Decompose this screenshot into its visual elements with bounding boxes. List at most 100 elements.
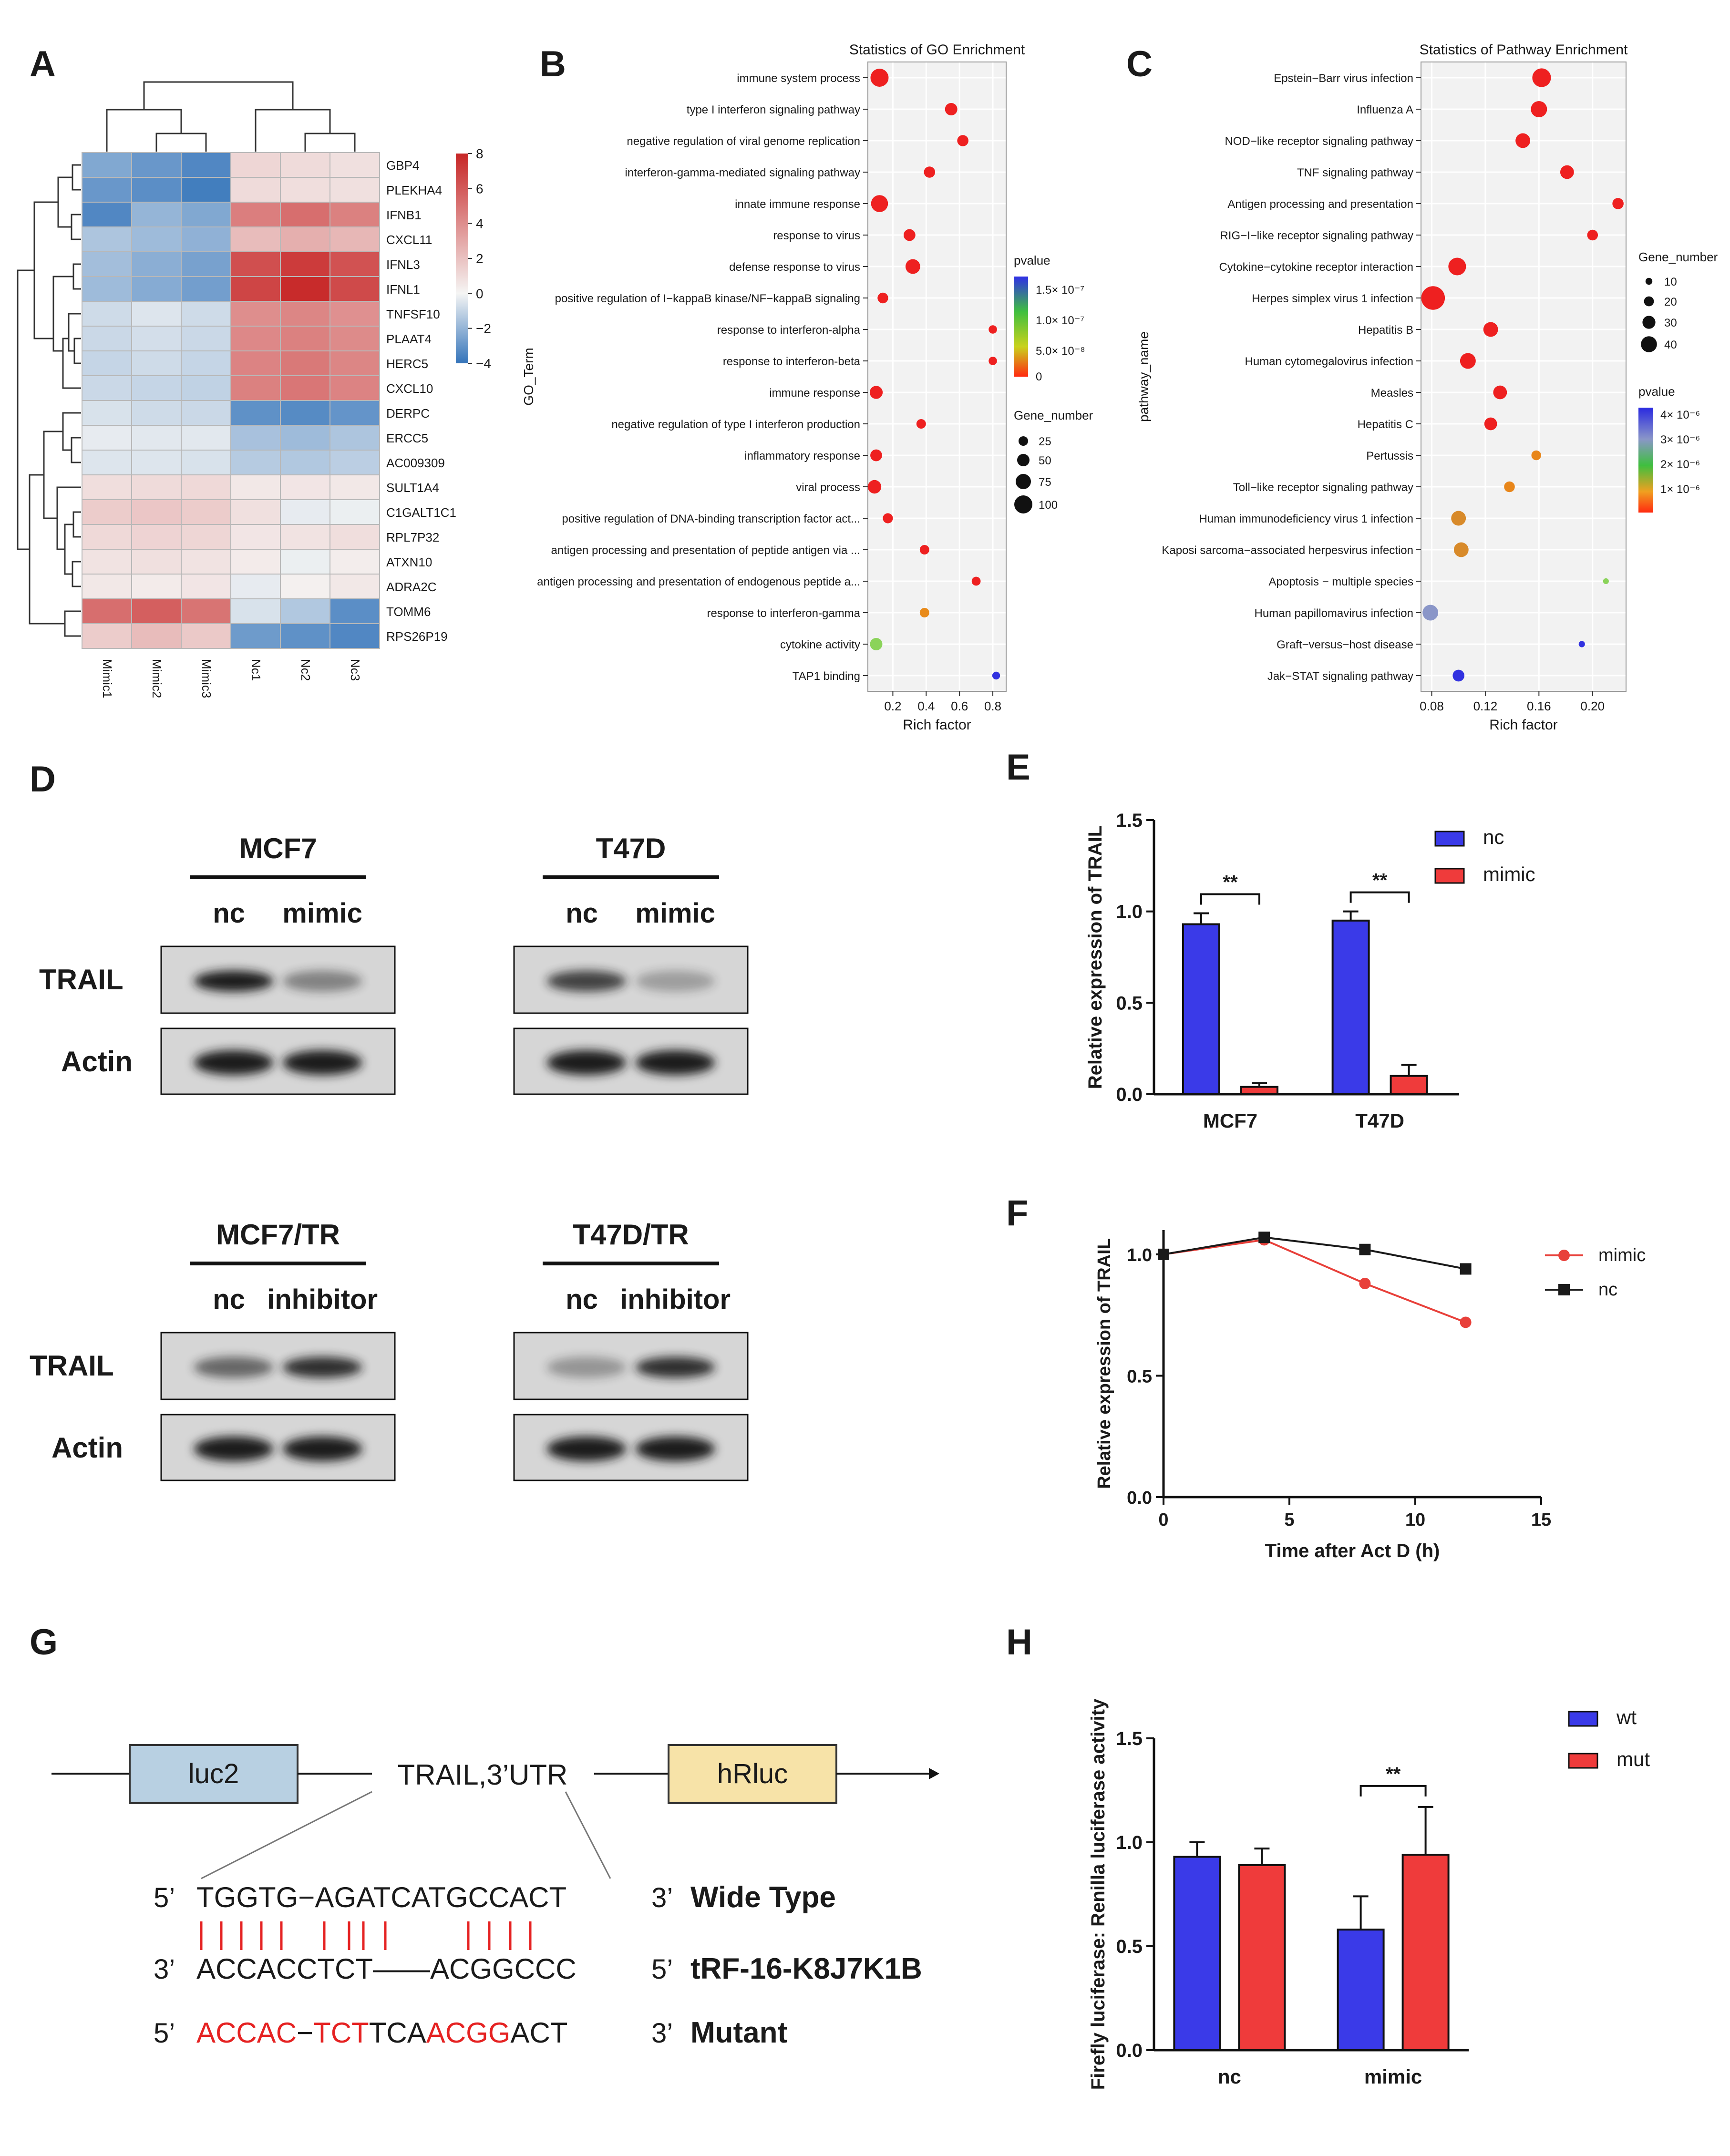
heatmap-cell <box>131 400 182 426</box>
dendrogram-branch <box>155 133 207 152</box>
x-axis-title: Time after Act D (h) <box>1265 1540 1440 1561</box>
heatmap-cell <box>181 251 231 277</box>
luciferase-construct-panel: luc2 TRAIL,3’UTR hRluc 5’ 3’ Wide Type TGGTG−A… <box>51 1744 939 2049</box>
x-tick-label: 0.8 <box>984 699 1001 713</box>
y-axis-title: pathway_name <box>1136 331 1151 422</box>
heatmap-cell <box>181 400 231 426</box>
heatmap-cell <box>280 598 330 624</box>
gene-legend-dot <box>1014 495 1032 513</box>
heatmap-cell <box>82 350 132 376</box>
gene-legend-title: Gene_number <box>1638 250 1718 264</box>
sequence-segment: ACCAC <box>196 2017 297 2049</box>
term-label: negative regulation of viral genome repl… <box>627 135 860 148</box>
enrichment-point <box>871 195 888 212</box>
heatmap-cell <box>230 400 281 426</box>
row-dendrogram <box>17 164 81 637</box>
enrichment-point <box>989 325 997 334</box>
heatmap-cell <box>330 450 380 475</box>
legend-label: wt <box>1616 1706 1637 1728</box>
enrichment-point <box>1578 641 1585 647</box>
pvalue-color-legend <box>1014 277 1028 377</box>
gene-label: CXCL11 <box>386 233 432 247</box>
heatmap-cell <box>131 450 182 475</box>
enrichment-point <box>867 480 882 494</box>
heatmap-cell <box>280 177 330 203</box>
term-label: response to interferon-beta <box>723 355 861 368</box>
dendrogram-branch <box>52 276 73 352</box>
dendrogram-branch <box>17 269 34 550</box>
heatmap-cell <box>230 623 281 649</box>
pvalue-legend-label: 4× 10⁻⁶ <box>1660 409 1700 421</box>
heatmap-cell <box>181 350 231 376</box>
plot-frame <box>867 62 1007 692</box>
heatmap-cell <box>230 326 281 351</box>
legend-tick-label: −4 <box>476 356 491 371</box>
strand-end-label: 3’ <box>651 1882 673 1913</box>
heatmap-cell <box>181 177 231 203</box>
sample-label: Mimic2 <box>150 659 164 698</box>
term-label: interferon-gamma-mediated signaling path… <box>625 166 860 179</box>
gene-label: DERPC <box>386 406 430 421</box>
enrichment-point <box>870 69 889 87</box>
enrichment-point <box>1448 257 1466 276</box>
term-label: Herpes simplex virus 1 infection <box>1252 292 1413 305</box>
gene-legend-label: 20 <box>1664 296 1677 308</box>
luc2-label: luc2 <box>188 1758 239 1789</box>
enrichment-point <box>1531 101 1547 117</box>
dendrogram-branch <box>71 437 81 463</box>
heatmap-cell <box>330 152 380 178</box>
term-label: TNF signaling pathway <box>1297 166 1413 179</box>
panel-letter-f: F <box>1006 1193 1028 1233</box>
strand-end-label: 5’ <box>154 1882 175 1913</box>
gene-label: IFNL1 <box>386 282 420 297</box>
enrichment-point <box>1515 133 1531 148</box>
dendrogram-branch <box>68 313 81 352</box>
heatmap-cell <box>131 499 182 525</box>
series-line <box>1163 1236 1466 1270</box>
dendrogram-branch <box>72 511 81 538</box>
sequence-segment: ACGG <box>426 2017 511 2049</box>
dendrogram-branch <box>72 164 81 191</box>
blot-band <box>282 1356 362 1378</box>
legend-swatch <box>1434 868 1465 884</box>
pvalue-legend-label: 0 <box>1036 370 1042 383</box>
y-tick-label: 0.0 <box>1116 2040 1143 2061</box>
lane-label: inhibitor <box>620 1284 731 1315</box>
term-label: antigen processing and presentation of e… <box>537 575 860 588</box>
x-tick-label: 0.08 <box>1420 699 1444 713</box>
bar <box>1238 1864 1286 2051</box>
heatmap-cell <box>131 251 182 277</box>
sequence-segment: TCT <box>313 2017 369 2049</box>
term-label: response to interferon-alpha <box>717 324 861 337</box>
term-label: Influenza A <box>1357 103 1413 116</box>
gene-label: CXCL10 <box>386 381 433 396</box>
enrichment-point <box>945 103 958 115</box>
category-label: nc <box>1218 2065 1241 2088</box>
heatmap-cell <box>280 375 330 401</box>
term-label: cytokine activity <box>780 638 860 651</box>
plot-background <box>1421 62 1626 691</box>
category-label: T47D <box>1355 1109 1404 1132</box>
heatmap-cell <box>131 177 182 203</box>
heatmap-cell <box>82 499 132 525</box>
luc2-box <box>129 1744 299 1804</box>
x-axis-title: Rich factor <box>903 717 971 733</box>
heatmap-cell <box>230 474 281 500</box>
dendrogram-branch <box>33 201 58 339</box>
enrichment-point <box>870 638 883 650</box>
gene-legend-dot <box>1644 296 1654 307</box>
sample-label: Mimic3 <box>199 659 214 698</box>
pvalue-legend-label: 3× 10⁻⁶ <box>1660 433 1700 446</box>
legend-label: mimic <box>1598 1245 1646 1265</box>
heatmap-cell <box>82 177 132 203</box>
gene-legend-dot <box>1016 474 1031 489</box>
sequence-text: ACCAC−TCTTCAACGGACT <box>196 2017 567 2049</box>
heatmap-cell <box>330 400 380 426</box>
enrichment-point <box>957 135 968 146</box>
dendrogram-branch <box>255 109 331 152</box>
dendrogram-branch <box>56 486 81 550</box>
bar <box>1240 1086 1278 1096</box>
gene-label: ERCC5 <box>386 431 428 445</box>
category-label: MCF7 <box>1203 1109 1257 1132</box>
